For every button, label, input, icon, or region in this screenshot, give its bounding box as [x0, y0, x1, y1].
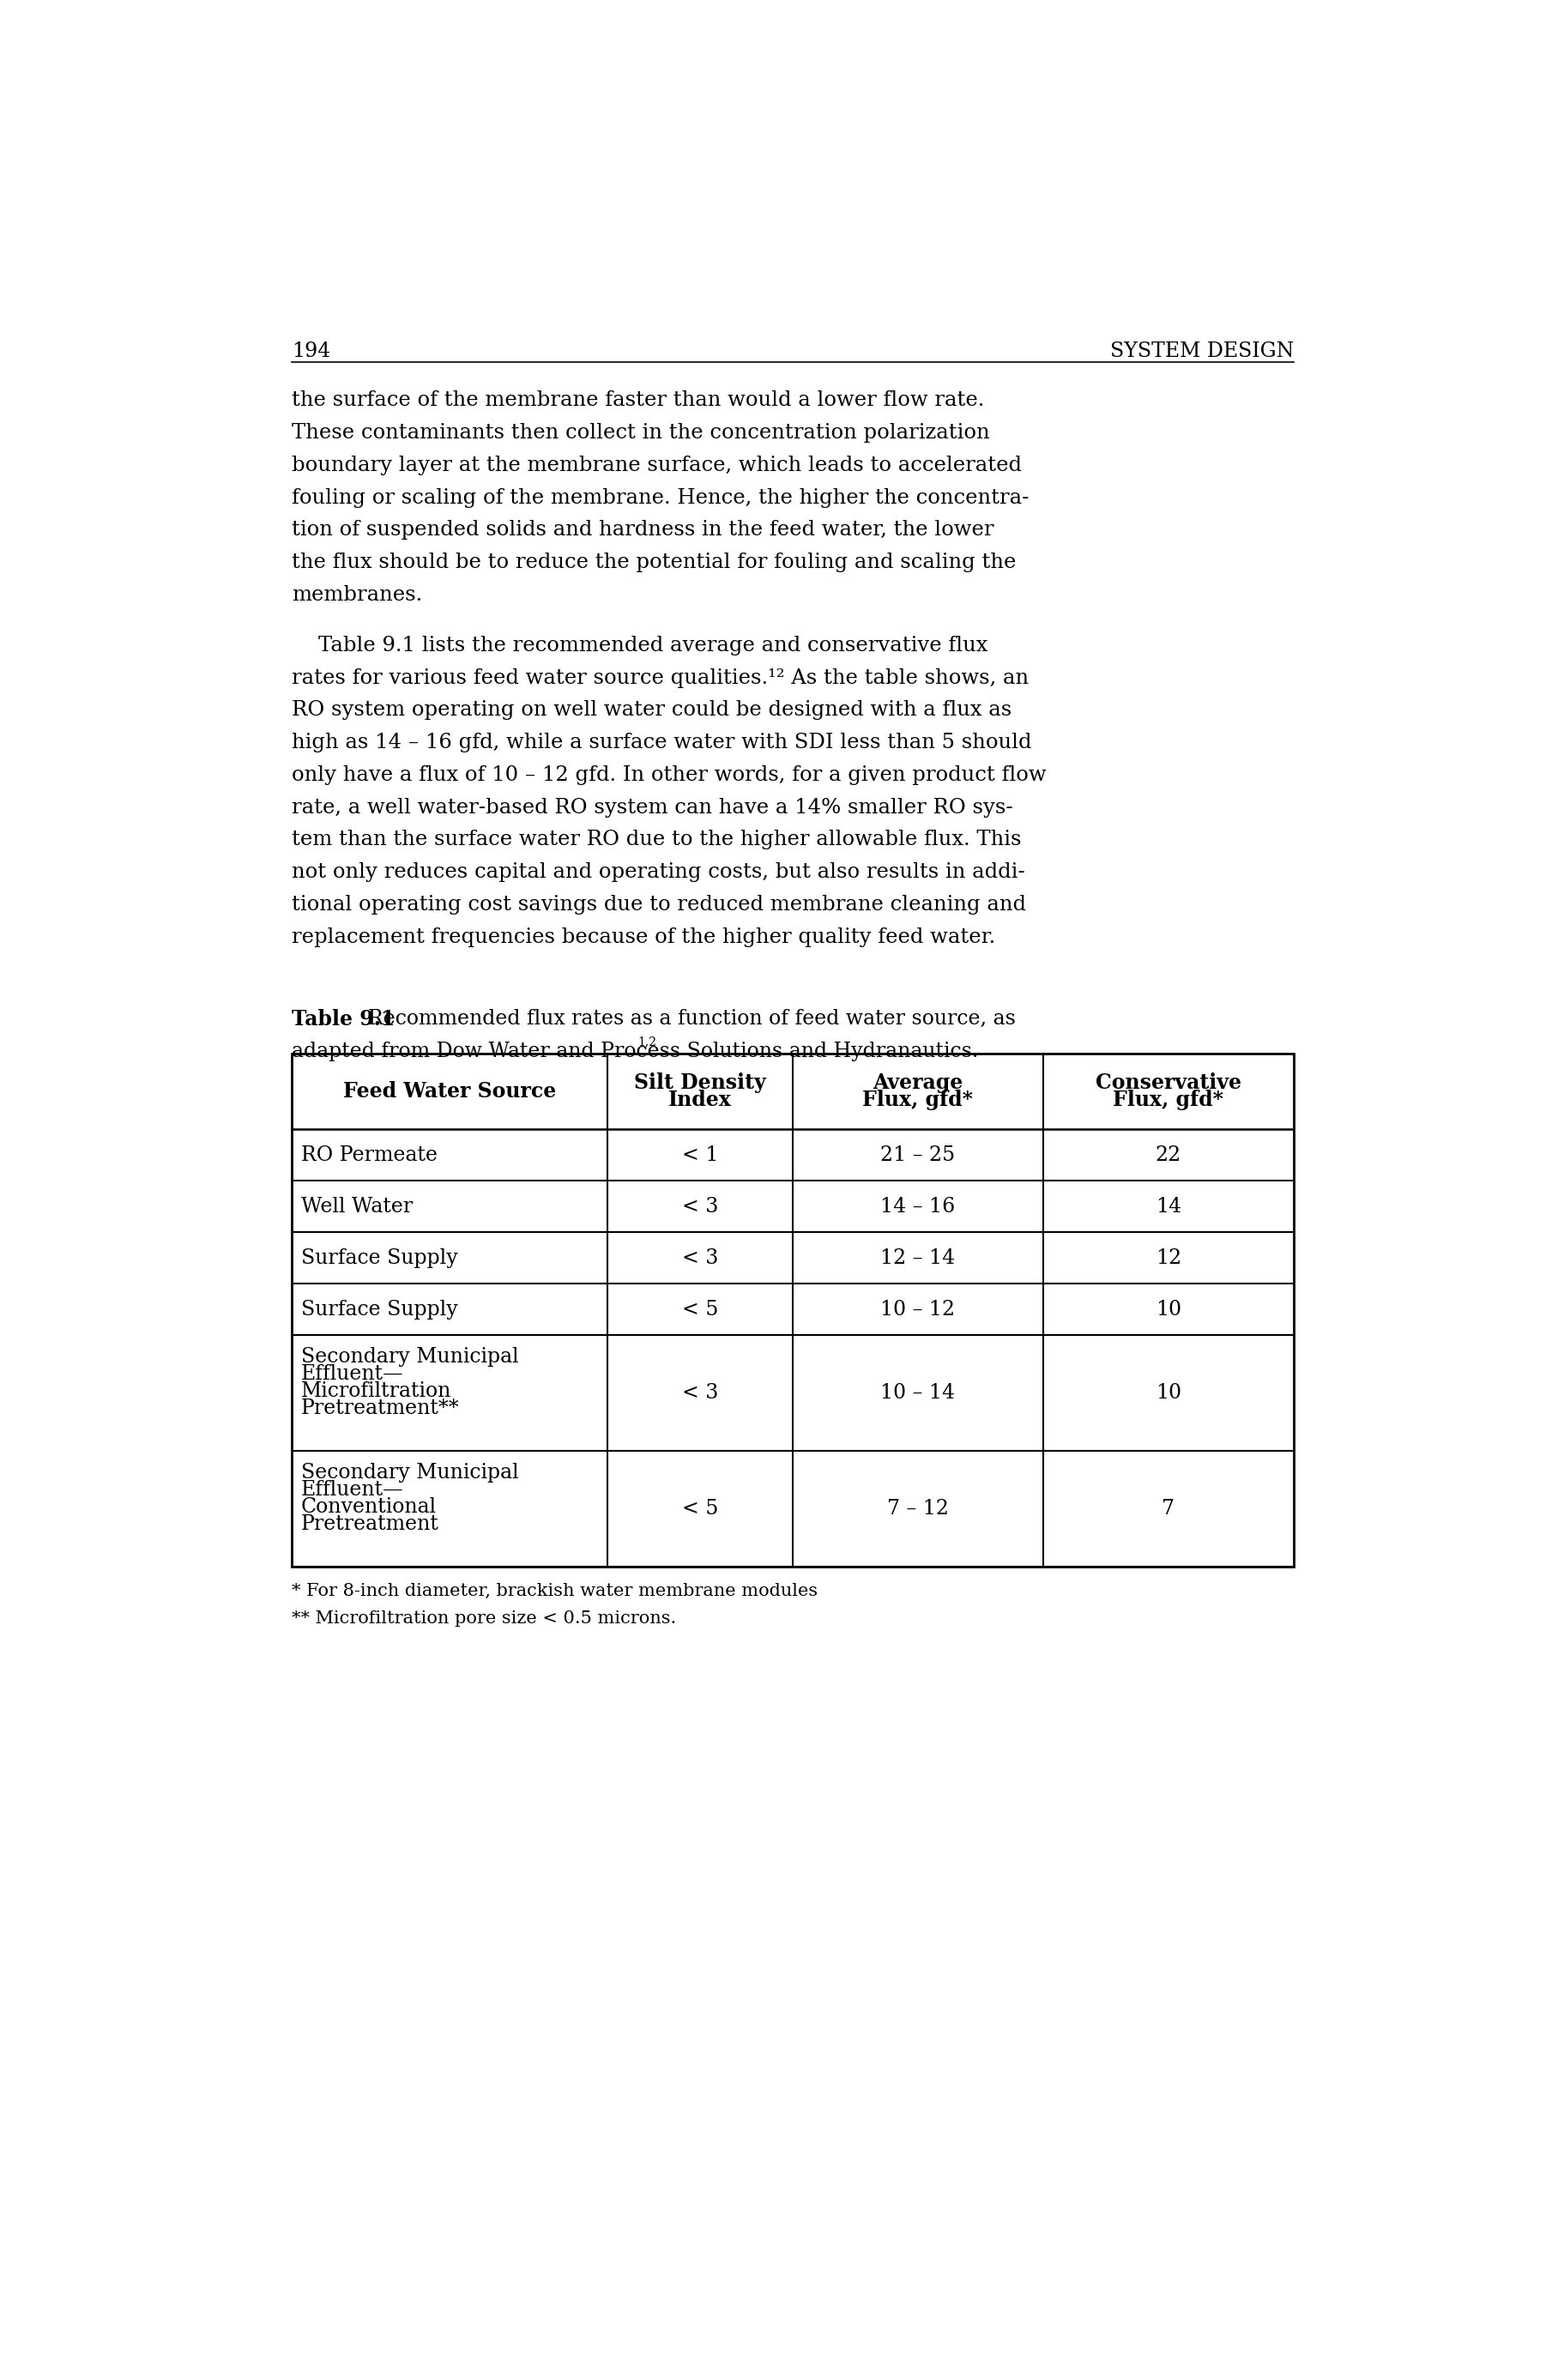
- Text: adapted from Dow Water and Process Solutions and Hydranautics.: adapted from Dow Water and Process Solut…: [292, 1042, 979, 1061]
- Text: 10: 10: [1155, 1299, 1181, 1319]
- Text: Microfiltration: Microfiltration: [301, 1383, 451, 1402]
- Text: < 5: < 5: [682, 1499, 719, 1518]
- Text: Recommended flux rates as a function of feed water source, as: Recommended flux rates as a function of …: [356, 1009, 1016, 1028]
- Text: Average: Average: [873, 1073, 963, 1092]
- Text: * For 8-inch diameter, brackish water membrane modules: * For 8-inch diameter, brackish water me…: [292, 1583, 818, 1599]
- Text: Well Water: Well Water: [301, 1197, 413, 1216]
- Text: Secondary Municipal: Secondary Municipal: [301, 1464, 518, 1483]
- Text: < 1: < 1: [682, 1145, 719, 1164]
- Text: 194: 194: [292, 340, 331, 362]
- Text: 7 – 12: 7 – 12: [887, 1499, 949, 1518]
- Text: Table 9.1: Table 9.1: [292, 1009, 394, 1031]
- Text: Flux, gfd*: Flux, gfd*: [1113, 1090, 1224, 1109]
- Text: Table 9.1 lists the recommended average and conservative flux: Table 9.1 lists the recommended average …: [292, 635, 988, 654]
- Text: Secondary Municipal: Secondary Municipal: [301, 1347, 518, 1366]
- Text: Surface Supply: Surface Supply: [301, 1247, 458, 1269]
- Text: Silt Density: Silt Density: [634, 1073, 765, 1092]
- Text: fouling or scaling of the membrane. Hence, the higher the concentra-: fouling or scaling of the membrane. Henc…: [292, 488, 1030, 507]
- Text: These contaminants then collect in the concentration polarization: These contaminants then collect in the c…: [292, 424, 989, 443]
- Text: Flux, gfd*: Flux, gfd*: [863, 1090, 972, 1109]
- Text: 10 – 14: 10 – 14: [881, 1383, 955, 1404]
- Text: high as 14 – 16 gfd, while a surface water with SDI less than 5 should: high as 14 – 16 gfd, while a surface wat…: [292, 733, 1031, 752]
- Text: 1,2: 1,2: [638, 1035, 657, 1047]
- Text: replacement frequencies because of the higher quality feed water.: replacement frequencies because of the h…: [292, 928, 996, 947]
- Text: < 3: < 3: [682, 1197, 719, 1216]
- Text: Index: Index: [668, 1090, 731, 1109]
- Text: Pretreatment: Pretreatment: [301, 1514, 439, 1535]
- Text: tional operating cost savings due to reduced membrane cleaning and: tional operating cost savings due to red…: [292, 895, 1027, 914]
- Text: 12 – 14: 12 – 14: [881, 1247, 955, 1269]
- Text: 7: 7: [1163, 1499, 1175, 1518]
- Text: 21 – 25: 21 – 25: [881, 1145, 955, 1164]
- Bar: [292, 1054, 1294, 1566]
- Text: tem than the surface water RO due to the higher allowable flux. This: tem than the surface water RO due to the…: [292, 831, 1022, 850]
- Text: 22: 22: [1155, 1145, 1181, 1164]
- Text: 10: 10: [1155, 1383, 1181, 1404]
- Text: < 3: < 3: [682, 1247, 719, 1269]
- Text: rates for various feed water source qualities.¹² As the table shows, an: rates for various feed water source qual…: [292, 669, 1028, 688]
- Text: not only reduces capital and operating costs, but also results in addi-: not only reduces capital and operating c…: [292, 862, 1025, 883]
- Text: Pretreatment**: Pretreatment**: [301, 1399, 459, 1418]
- Text: Feed Water Source: Feed Water Source: [343, 1081, 557, 1102]
- Text: < 5: < 5: [682, 1299, 719, 1319]
- Text: membranes.: membranes.: [292, 585, 422, 605]
- Text: RO system operating on well water could be designed with a flux as: RO system operating on well water could …: [292, 700, 1011, 721]
- Text: < 3: < 3: [682, 1383, 719, 1404]
- Text: 10 – 12: 10 – 12: [881, 1299, 955, 1319]
- Text: Effluent—: Effluent—: [301, 1364, 404, 1385]
- Text: SYSTEM DESIGN: SYSTEM DESIGN: [1110, 340, 1294, 362]
- Text: rate, a well water-based RO system can have a 14% smaller RO sys-: rate, a well water-based RO system can h…: [292, 797, 1013, 816]
- Text: tion of suspended solids and hardness in the feed water, the lower: tion of suspended solids and hardness in…: [292, 521, 994, 540]
- Text: only have a flux of 10 – 12 gfd. In other words, for a given product flow: only have a flux of 10 – 12 gfd. In othe…: [292, 766, 1047, 785]
- Text: the flux should be to reduce the potential for fouling and scaling the: the flux should be to reduce the potenti…: [292, 552, 1016, 571]
- Text: Conservative: Conservative: [1096, 1073, 1241, 1092]
- Text: Conventional: Conventional: [301, 1497, 436, 1516]
- Text: ** Microfiltration pore size < 0.5 microns.: ** Microfiltration pore size < 0.5 micro…: [292, 1611, 676, 1628]
- Text: Effluent—: Effluent—: [301, 1480, 404, 1499]
- Text: Surface Supply: Surface Supply: [301, 1299, 458, 1319]
- Text: the surface of the membrane faster than would a lower flow rate.: the surface of the membrane faster than …: [292, 390, 985, 409]
- Text: RO Permeate: RO Permeate: [301, 1145, 438, 1164]
- Text: 14: 14: [1155, 1197, 1181, 1216]
- Text: 14 – 16: 14 – 16: [881, 1197, 955, 1216]
- Text: 12: 12: [1155, 1247, 1181, 1269]
- Text: boundary layer at the membrane surface, which leads to accelerated: boundary layer at the membrane surface, …: [292, 455, 1022, 476]
